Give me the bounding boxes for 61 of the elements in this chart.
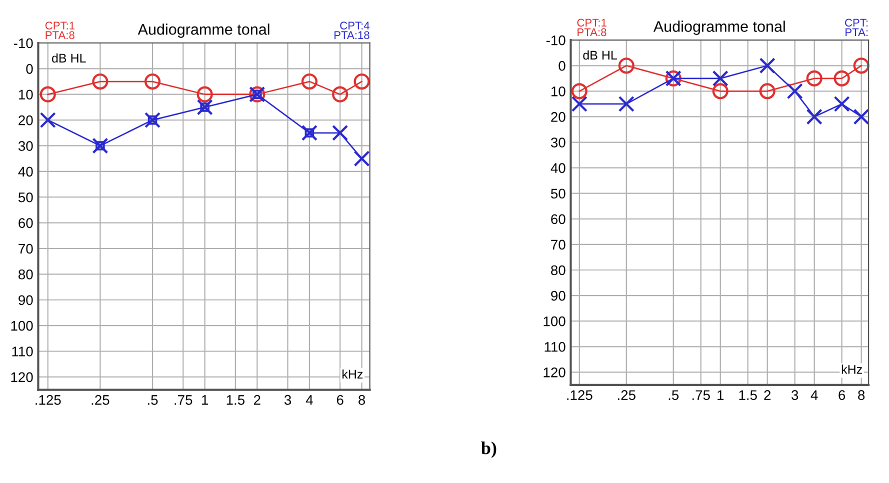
x-tick-label: .5 [148,395,158,405]
x-tick-label: 8 [858,390,865,400]
text: CPT:4 PTA:18 [334,22,370,40]
text: b) [481,441,496,458]
y-tick-label: 30 [18,141,33,151]
x-tick-label: 3 [284,395,291,405]
y-tick-label: 40 [550,163,566,173]
x-tick-label: 6 [838,390,846,400]
x-tick-label: 1.5 [226,395,244,405]
y-tick-label: 80 [551,265,566,276]
y-tick-label: 120 [11,372,33,382]
y-tick-label: -10 [546,35,566,46]
annotation: kHz [842,364,862,374]
x-tick-label: .125 [567,390,592,400]
y-tick-label: 100 [544,316,566,326]
y-tick-label: 110 [544,342,566,352]
x-tick-label: 6 [336,395,344,405]
x-tick-label: 3 [792,390,798,400]
annotation: kHz [342,369,363,379]
y-tick-label: 50 [550,188,566,199]
x-tick-label: .5 [668,390,679,400]
y-tick-label: -10 [14,38,33,48]
y-tick-label: 20 [18,115,33,126]
x-tick-label: 2 [254,395,260,405]
y-tick-label: 0 [558,60,566,71]
y-tick-label: 70 [18,244,33,254]
x-tick-label: .75 [692,390,710,400]
y-tick-label: 10 [18,90,33,100]
x-tick-label: 2 [764,390,771,400]
text: CPT: PTA: [845,18,868,36]
x-tick-label: 8 [358,395,366,405]
x-tick-label: 4 [306,395,313,405]
y-tick-label: 60 [18,218,33,228]
x-tick-label: .25 [92,395,110,405]
text: CPT:1 PTA:8 [577,18,606,36]
y-tick-label: 10 [551,86,566,96]
annotation: dB HL [52,53,86,63]
y-tick-label: 90 [18,295,33,306]
y-tick-label: 20 [551,112,566,122]
chart-title: Audiogramme tonal [138,24,270,38]
x-tick-label: 1 [202,395,208,405]
y-tick-label: 40 [18,166,33,177]
y-tick-label: 70 [551,240,566,250]
y-tick-label: 0 [26,64,33,74]
y-tick-label: 50 [18,192,33,202]
y-tick-label: 80 [18,270,33,280]
chart-title: Audiogramme tonal [653,20,785,35]
x-tick-label: .75 [174,395,192,405]
y-tick-label: 90 [551,290,566,301]
annotation: dB HL [583,50,617,60]
y-tick-label: 120 [544,368,566,378]
x-tick-label: .125 [36,395,61,405]
x-tick-label: 4 [810,390,818,400]
x-tick-label: 1.5 [739,390,757,400]
y-tick-label: 100 [11,320,33,331]
y-tick-label: 60 [551,214,566,224]
y-tick-label: 110 [12,346,33,356]
y-tick-label: 30 [550,138,566,148]
x-tick-label: 1 [718,390,724,400]
x-tick-label: .25 [618,390,636,400]
text: CPT:1 PTA:8 [45,22,75,40]
